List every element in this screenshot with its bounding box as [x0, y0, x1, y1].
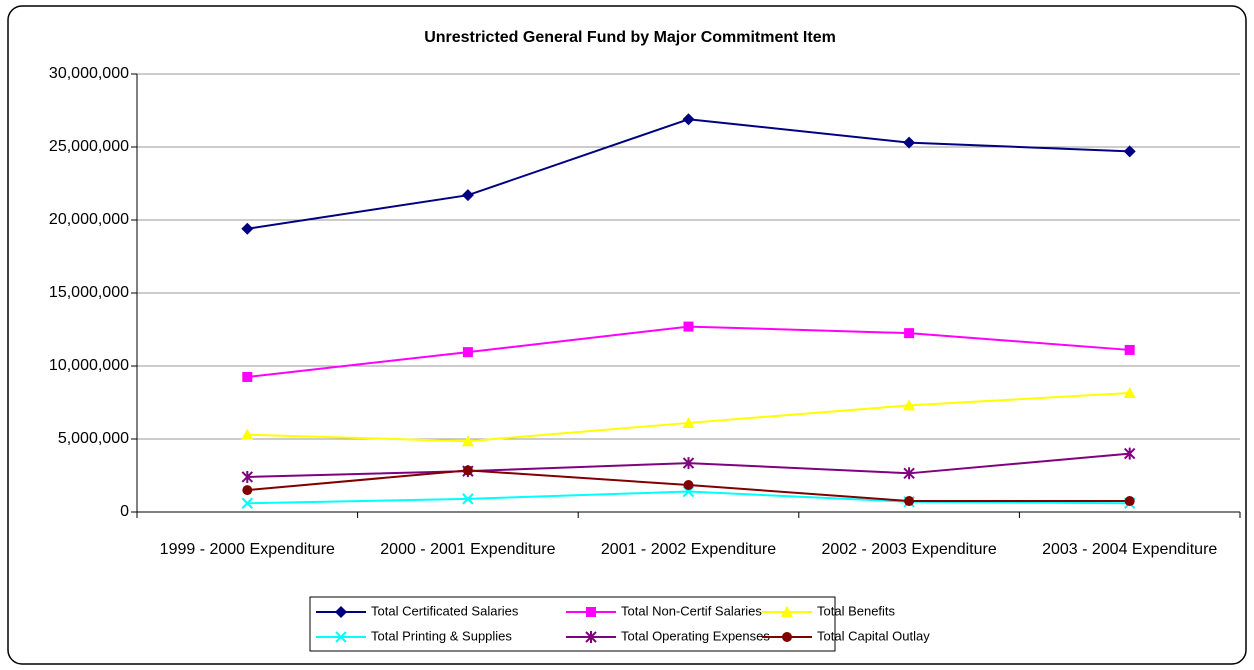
data-point: [242, 485, 253, 496]
x-tick-label: 2003 - 2004 Expenditure: [1042, 541, 1217, 558]
legend-marker: [781, 606, 793, 617]
legend-box: [309, 596, 836, 652]
legend-marker: [782, 632, 792, 642]
y-tick-label: 20,000,000: [49, 211, 129, 228]
data-point: [904, 496, 915, 507]
y-tick-label: 5,000,000: [58, 430, 129, 447]
y-tick-label: 15,000,000: [49, 284, 129, 301]
legend-marker: [585, 631, 597, 643]
legend-label: Total Certificated Salaries: [371, 603, 519, 618]
x-tick-label: 2002 - 2003 Expenditure: [821, 541, 996, 558]
data-point: [462, 465, 473, 476]
y-tick-label: 10,000,000: [49, 357, 129, 374]
data-point: [242, 371, 253, 382]
data-point: [682, 113, 695, 126]
data-point: [1123, 145, 1136, 158]
data-point: [1124, 496, 1135, 507]
legend-label: Total Capital Outlay: [817, 628, 930, 643]
x-tick-label: 2001 - 2002 Expenditure: [601, 541, 776, 558]
data-point: [1123, 447, 1136, 460]
y-tick-label: 0: [120, 503, 129, 520]
data-point: [1124, 344, 1135, 355]
data-point: [683, 321, 694, 332]
data-point: [461, 435, 474, 447]
data-point: [241, 470, 254, 483]
data-point: [683, 479, 694, 490]
legend-marker: [335, 606, 347, 618]
y-tick-label: 25,000,000: [49, 138, 129, 155]
data-point: [241, 497, 254, 509]
legend-label: Total Benefits: [817, 603, 896, 618]
data-point: [682, 457, 695, 470]
data-point: [904, 328, 915, 339]
legend-label: Total Operating Expenses: [621, 628, 770, 643]
chart-title: Unrestricted General Fund by Major Commi…: [424, 29, 836, 46]
legend-marker: [586, 607, 596, 617]
y-tick-label: 30,000,000: [49, 65, 129, 82]
data-point: [462, 493, 474, 505]
data-point: [903, 399, 916, 411]
data-point: [1123, 387, 1136, 399]
x-tick-label: 1999 - 2000 Expenditure: [160, 541, 335, 558]
data-point: [682, 416, 695, 428]
x-tick-label: 2000 - 2001 Expenditure: [380, 541, 555, 558]
data-point: [903, 136, 916, 149]
data-point: [461, 189, 474, 202]
legend-label: Total Printing & Supplies: [371, 628, 512, 643]
data-point: [241, 222, 254, 235]
legend-label: Total Non-Certif Salaries: [621, 603, 762, 618]
data-point: [462, 347, 473, 358]
legend-marker: [335, 631, 347, 643]
data-point: [903, 467, 915, 480]
data-point: [241, 428, 254, 440]
